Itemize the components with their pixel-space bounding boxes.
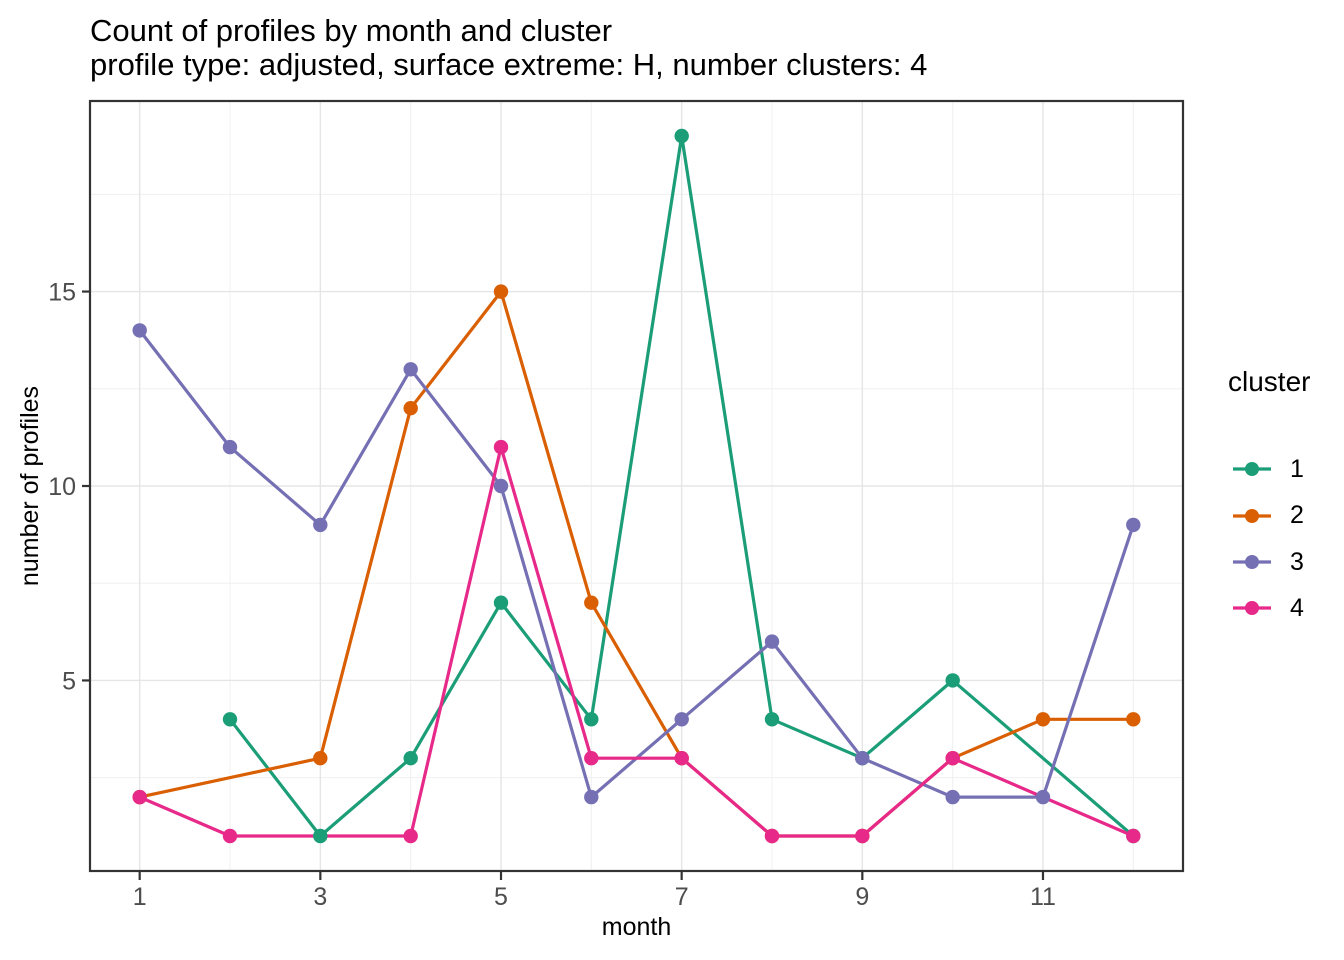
legend-key-icon	[1233, 555, 1271, 569]
data-point-cluster-4	[403, 828, 418, 844]
legend-key-icon	[1233, 462, 1271, 476]
data-point-cluster-1	[584, 712, 599, 727]
y-tick-label: 15	[48, 279, 76, 307]
data-point-cluster-3	[855, 751, 870, 766]
legend-entry-cluster-4: 4	[1232, 593, 1304, 622]
data-point-cluster-4	[764, 828, 780, 844]
x-tick-label: 9	[855, 883, 869, 911]
data-point-cluster-3	[674, 712, 689, 727]
data-point-cluster-4	[222, 828, 238, 844]
data-point-cluster-1	[493, 595, 509, 610]
data-point-cluster-3	[1126, 517, 1141, 533]
x-tick-label: 1	[133, 883, 147, 911]
data-point-cluster-4	[1126, 828, 1141, 844]
legend-entry-label: 2	[1290, 501, 1304, 529]
legend-entry-cluster-3: 3	[1232, 547, 1304, 576]
data-point-cluster-3	[945, 789, 960, 805]
y-tick-label: 10	[48, 473, 76, 501]
legend-entry-label: 4	[1290, 593, 1304, 622]
x-tick-label: 11	[1030, 883, 1056, 911]
data-point-cluster-4	[584, 751, 599, 766]
legend-items: 1 2 3 4	[1205, 398, 1344, 638]
y-tick-label: 5	[62, 667, 76, 695]
data-point-cluster-3	[584, 789, 599, 805]
x-tick-label: 3	[313, 883, 327, 911]
legend: cluster 1 2 3 4	[1205, 366, 1344, 638]
series-line-cluster-1	[228, 134, 1135, 838]
data-point-cluster-2	[403, 401, 418, 416]
chart-title: Count of profiles by month and cluster	[90, 13, 613, 48]
x-tick-label: 7	[675, 883, 689, 911]
legend-entry-cluster-2: 2	[1232, 501, 1304, 529]
data-point-cluster-3	[222, 439, 238, 455]
x-axis-title: month	[601, 913, 672, 941]
data-point-cluster-2	[1126, 712, 1141, 727]
data-point-cluster-3	[764, 634, 780, 649]
legend-entry-label: 1	[1290, 454, 1304, 483]
data-point-cluster-2	[493, 284, 509, 299]
x-tick-label: 5	[494, 883, 508, 911]
legend-entry-cluster-1: 1	[1232, 454, 1304, 483]
data-point-cluster-4	[855, 828, 870, 844]
data-point-cluster-3	[1035, 789, 1051, 805]
legend-key-icon	[1233, 508, 1271, 523]
data-point-cluster-1	[313, 828, 328, 844]
data-point-cluster-3	[313, 517, 328, 533]
data-point-cluster-1	[674, 128, 689, 144]
data-point-cluster-3	[403, 362, 418, 377]
chart-subtitle: profile type: adjusted, surface extreme:…	[90, 47, 928, 82]
data-point-cluster-3	[132, 323, 147, 338]
data-point-cluster-1	[764, 712, 780, 727]
data-point-cluster-2	[584, 595, 599, 610]
legend-title: cluster	[1228, 366, 1311, 397]
data-point-cluster-2	[1035, 712, 1051, 727]
data-point-cluster-1	[945, 673, 960, 688]
data-point-cluster-4	[132, 789, 147, 805]
data-point-cluster-4	[493, 439, 509, 455]
data-point-cluster-1	[403, 751, 418, 766]
legend-key-icon	[1233, 601, 1271, 615]
data-point-cluster-3	[493, 478, 509, 494]
data-point-cluster-2	[313, 751, 328, 766]
data-point-cluster-1	[222, 712, 238, 727]
legend-entry-label: 3	[1290, 547, 1304, 576]
data-point-cluster-4	[945, 751, 960, 766]
data-point-cluster-4	[674, 751, 689, 766]
y-axis-title: number of profiles	[16, 385, 44, 587]
